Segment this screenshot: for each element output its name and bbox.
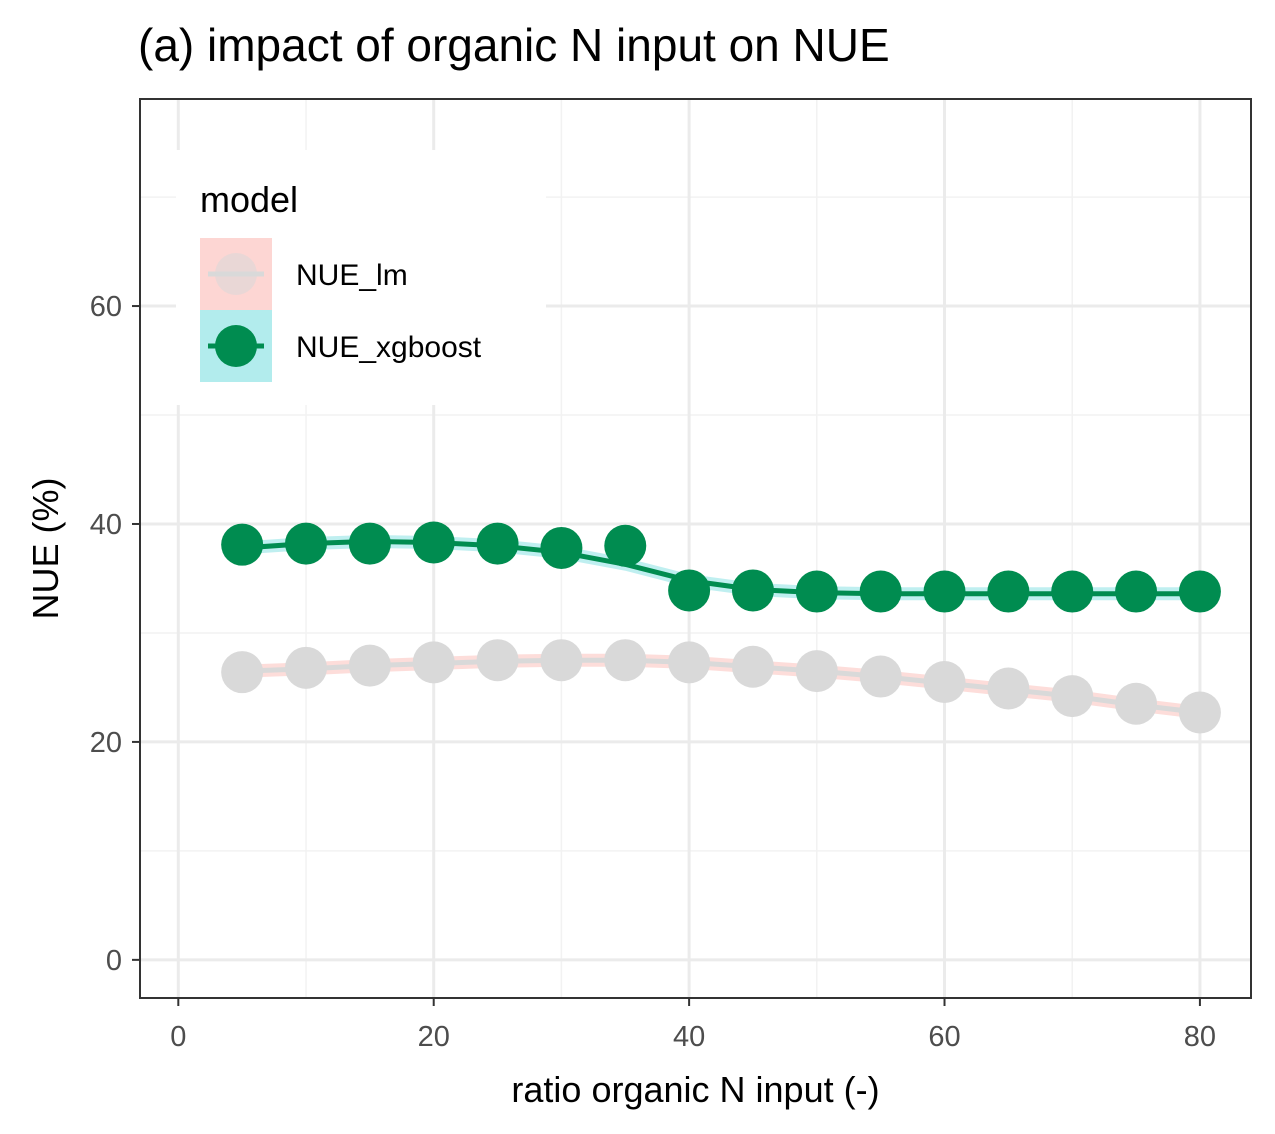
point-NUE_lm xyxy=(668,641,711,684)
point-NUE_lm xyxy=(795,650,838,693)
legend-entries: NUE_lm NUE_xgboost xyxy=(200,238,482,382)
point-NUE_xgboost xyxy=(795,570,838,613)
x-axis-title: ratio organic N input (-) xyxy=(511,1069,879,1110)
point-NUE_lm xyxy=(987,667,1030,710)
x-tick-label: 0 xyxy=(170,1021,186,1053)
panel-border xyxy=(139,98,1252,999)
point-NUE_lm xyxy=(285,646,328,689)
point-NUE_xgboost xyxy=(1178,570,1221,613)
x-tick-label: 40 xyxy=(673,1021,705,1053)
point-NUE_xgboost xyxy=(540,526,583,569)
point-NUE_lm xyxy=(348,644,391,687)
x-tick-label: 60 xyxy=(928,1021,960,1053)
smooth-lines xyxy=(242,538,1201,715)
point-NUE_xgboost xyxy=(731,569,774,612)
point-NUE_lm xyxy=(412,641,455,684)
point-NUE_xgboost xyxy=(1115,570,1158,613)
point-NUE_lm xyxy=(476,639,519,682)
point-NUE_lm xyxy=(731,645,774,688)
point-NUE_xgboost xyxy=(476,522,519,565)
point-NUE_lm xyxy=(1051,675,1094,718)
point-NUE_xgboost xyxy=(987,570,1030,613)
point-NUE_xgboost xyxy=(348,522,391,565)
y-tick-label: 20 xyxy=(90,727,122,759)
point-NUE_xgboost xyxy=(412,521,455,564)
point-NUE_xgboost xyxy=(668,569,711,612)
axis-ticks: 0 20 40 60 80 0 20 40 60 xyxy=(90,291,1216,1053)
point-NUE_xgboost xyxy=(923,570,966,613)
chart-title: (a) impact of organic N input on NUE xyxy=(138,19,890,71)
legend-title: model xyxy=(200,179,298,220)
x-tick-label: 20 xyxy=(418,1021,450,1053)
data-points xyxy=(221,521,1221,734)
y-tick-label: 0 xyxy=(106,945,122,977)
point-NUE_lm xyxy=(859,655,902,698)
point-NUE_xgboost xyxy=(1051,570,1094,613)
legend-label-NUE_xgboost: NUE_xgboost xyxy=(296,331,482,364)
x-tick-label: 80 xyxy=(1184,1021,1216,1053)
legend-label-NUE_lm: NUE_lm xyxy=(296,259,408,292)
point-NUE_lm xyxy=(1115,682,1158,725)
point-NUE_lm xyxy=(540,639,583,682)
y-axis-title: NUE (%) xyxy=(25,478,66,620)
point-NUE_lm xyxy=(1178,691,1221,734)
point-NUE_xgboost xyxy=(221,523,264,566)
point-NUE_lm xyxy=(221,651,264,694)
legend-key-point-NUE_lm xyxy=(215,253,257,295)
point-NUE_xgboost xyxy=(859,570,902,613)
line-NUE_xgboost xyxy=(242,538,1200,597)
line-NUE_lm xyxy=(242,657,1201,715)
y-tick-label: 40 xyxy=(90,509,122,541)
legend: model NUE_lm NUE_xgboost xyxy=(176,150,546,405)
point-NUE_xgboost xyxy=(604,524,647,567)
y-tick-label: 60 xyxy=(90,291,122,323)
point-NUE_lm xyxy=(604,639,647,682)
point-NUE_lm xyxy=(923,660,966,703)
legend-key-point-NUE_xgboost xyxy=(215,325,257,367)
point-NUE_xgboost xyxy=(285,522,328,565)
